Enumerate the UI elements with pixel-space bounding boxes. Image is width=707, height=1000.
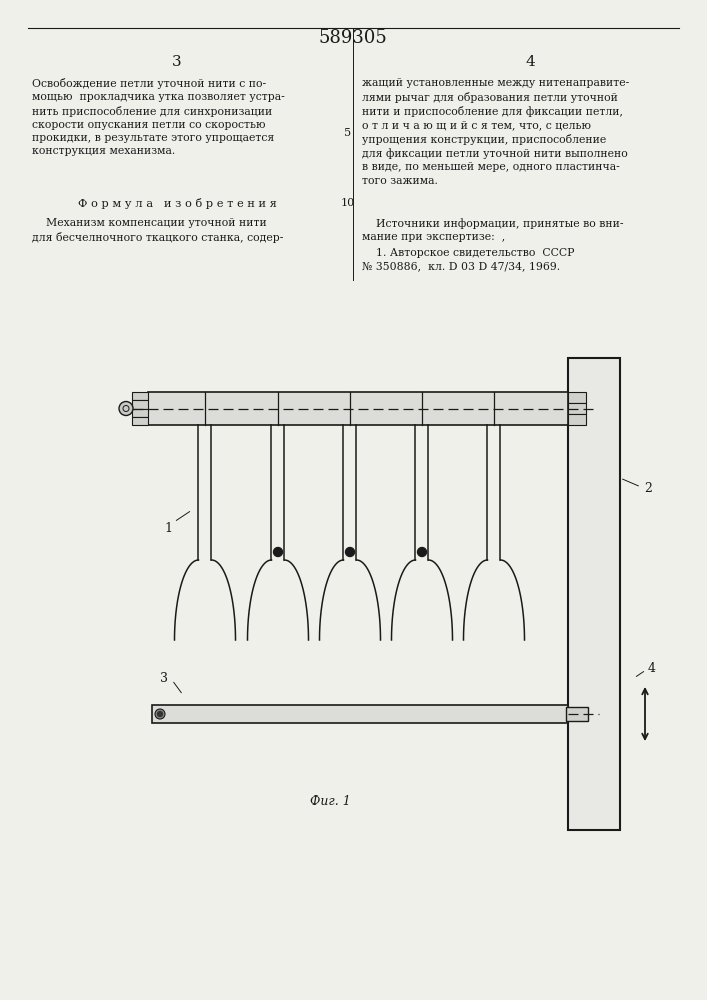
Circle shape — [274, 548, 283, 556]
Circle shape — [418, 548, 426, 556]
Text: Источники информации, принятые во вни-
мание при экспертизе:  ,: Источники информации, принятые во вни- м… — [362, 218, 624, 242]
Text: 3: 3 — [173, 55, 182, 69]
Bar — [132, 417, 148, 425]
Circle shape — [158, 712, 163, 716]
Bar — [566, 707, 588, 721]
Text: жащий установленные между нитенаправите-
лями рычаг для образования петли уточно: жащий установленные между нитенаправите-… — [362, 78, 629, 186]
Text: 1. Авторское свидетельство  СССР
№ 350886,  кл. D 03 D 47/34, 1969.: 1. Авторское свидетельство СССР № 350886… — [362, 248, 575, 271]
Text: Ф о р м у л а   и з о б р е т е н и я: Ф о р м у л а и з о б р е т е н и я — [78, 198, 276, 209]
Bar — [568, 358, 620, 830]
Text: 4: 4 — [648, 662, 656, 674]
Bar — [568, 414, 586, 425]
Text: Освобождение петли уточной нити с по-
мощью  прокладчика утка позволяет устра-
н: Освобождение петли уточной нити с по- мо… — [32, 78, 285, 156]
Bar — [132, 392, 148, 400]
Bar — [132, 408, 148, 417]
Text: 2: 2 — [644, 482, 652, 494]
Bar — [148, 392, 568, 425]
Text: 5: 5 — [344, 128, 351, 138]
Bar — [132, 400, 148, 408]
Text: Фиг. 1: Фиг. 1 — [310, 795, 351, 808]
Text: 1: 1 — [164, 522, 172, 534]
Circle shape — [155, 709, 165, 719]
Text: 10: 10 — [341, 198, 355, 208]
Text: Механизм компенсации уточной нити
для бесчелночного ткацкого станка, содер-: Механизм компенсации уточной нити для бе… — [32, 218, 284, 243]
Bar — [152, 705, 568, 723]
Text: 3: 3 — [160, 672, 168, 684]
Bar — [568, 392, 586, 403]
Text: 589305: 589305 — [319, 29, 387, 47]
Text: 4: 4 — [525, 55, 535, 69]
Circle shape — [119, 401, 133, 416]
Bar — [568, 403, 586, 414]
Circle shape — [346, 548, 354, 556]
